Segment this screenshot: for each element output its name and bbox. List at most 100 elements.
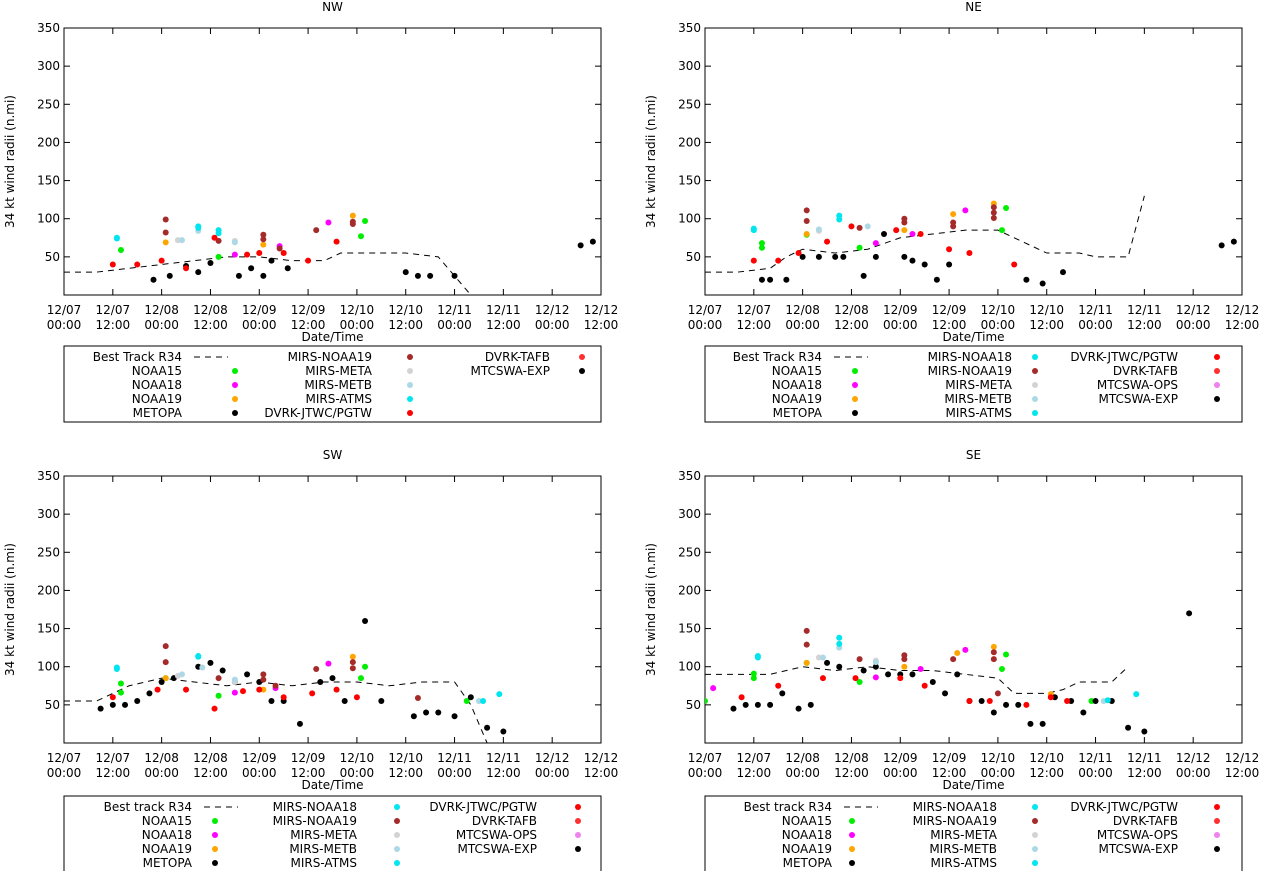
legend-label: MIRS-META — [305, 364, 373, 378]
point-mirs-noaa18 — [496, 691, 503, 698]
legend-sample-mirs-noaa19 — [394, 818, 400, 824]
point-metopa — [467, 694, 474, 701]
x-tick-label: 00:00 — [144, 318, 179, 332]
point-metopa — [901, 253, 908, 260]
y-tick-label: 250 — [37, 545, 60, 559]
legend-label: MIRS-NOAA18 — [913, 800, 997, 814]
x-tick-label: 00:00 — [883, 766, 918, 780]
point-noaa15 — [463, 698, 470, 705]
point-dvrk-jtwc-pgtw — [280, 250, 287, 257]
point-noaa15 — [758, 240, 765, 247]
point-metopa — [195, 269, 202, 276]
point-metopa — [1027, 720, 1034, 727]
legend-label: NOAA18 — [772, 378, 822, 392]
x-tick-label: 12/10 — [981, 303, 1016, 317]
plot-content — [64, 212, 596, 295]
legend-label: NOAA15 — [142, 814, 192, 828]
point-dvrk-jtwc-pgtw — [893, 227, 900, 234]
point-noaa19 — [162, 675, 169, 682]
x-tick-label: 00:00 — [47, 766, 82, 780]
x-tick-label: 12:00 — [193, 766, 228, 780]
point-noaa15 — [215, 253, 222, 260]
x-tick-label: 12/11 — [1127, 751, 1162, 765]
y-tick-label: 350 — [678, 469, 701, 483]
x-tick-label: 12:00 — [193, 318, 228, 332]
point-dvrk-jtwc-pgtw — [353, 694, 360, 701]
legend-sample-dvrk-jtwc-pgtw — [575, 804, 581, 810]
x-tick-label: 12/09 — [291, 751, 326, 765]
point-dvrk-jtwc-pgtw — [183, 265, 190, 272]
legend-label: MIRS-METB — [304, 378, 372, 392]
x-tick-label: 00:00 — [242, 318, 277, 332]
point-dvrk-jtwc-pgtw — [819, 675, 826, 682]
point-noaa15 — [117, 246, 124, 253]
point-noaa15 — [362, 218, 369, 225]
x-tick-label: 00:00 — [535, 766, 570, 780]
point-mirs-noaa19 — [260, 671, 267, 678]
point-noaa15 — [856, 244, 863, 251]
x-tick-label: 00:00 — [688, 766, 723, 780]
legend-box — [704, 345, 1243, 423]
point-metopa — [423, 709, 430, 716]
x-tick-label: 12/10 — [388, 303, 423, 317]
legend-sample-mirs-metb — [407, 382, 413, 388]
x-tick-label: 12:00 — [1029, 766, 1064, 780]
x-tick-label: 12:00 — [584, 318, 619, 332]
y-tick-label: 300 — [37, 507, 60, 521]
legend-sample-mirs-meta — [1032, 382, 1038, 388]
legend-sample-noaa15 — [849, 818, 855, 824]
point-mirs-metb — [178, 671, 185, 678]
point-mirs-atms — [215, 230, 222, 237]
point-dvrk-jtwc-pgtw — [309, 690, 316, 697]
x-tick-label: 00:00 — [1078, 766, 1113, 780]
x-tick-label: 00:00 — [535, 318, 570, 332]
point-mtcswa-exp — [577, 242, 584, 249]
x-tick-label: 12:00 — [584, 766, 619, 780]
legend-label: NOAA18 — [142, 828, 192, 842]
x-tick-label: 12/07 — [47, 751, 82, 765]
point-metopa — [97, 705, 104, 712]
x-tick-label: 12/09 — [242, 751, 277, 765]
point-mirs-noaa19 — [272, 682, 279, 689]
point-mirs-metb — [872, 659, 879, 666]
legend-label: DVRK-TAFB — [1113, 364, 1178, 378]
point-metopa — [1218, 242, 1225, 249]
point-noaa19 — [803, 230, 810, 237]
legend-sample-metopa — [212, 860, 218, 866]
point-metopa — [1230, 238, 1237, 245]
x-tick-label: 12:00 — [486, 766, 521, 780]
point-noaa15 — [758, 244, 765, 251]
point-dvrk-jtwc-pgtw — [109, 261, 116, 268]
legend-sample-mtcswa-ops — [575, 832, 581, 838]
legend-sample-mirs-meta — [394, 832, 400, 838]
point-metopa — [1003, 701, 1010, 708]
point-dvrk-jtwc-pgtw — [154, 686, 161, 693]
legend-sample-mirs-metb — [1032, 846, 1038, 852]
point-metopa — [244, 671, 251, 678]
point-mirs-noaa19 — [990, 214, 997, 221]
x-tick-label: 12/12 — [535, 303, 570, 317]
point-metopa — [783, 276, 790, 283]
point-metopa — [990, 709, 997, 716]
legend-label: MTCSWA-OPS — [1097, 828, 1178, 842]
point-noaa18 — [231, 689, 238, 696]
y-tick-label: 250 — [678, 545, 701, 559]
legend-sample-dvrk-tafb — [1214, 368, 1220, 374]
legend-box — [704, 795, 1243, 871]
legend-sample-mtcswa-exp — [1214, 396, 1220, 402]
point-metopa — [909, 257, 916, 264]
y-tick-label: 300 — [37, 59, 60, 73]
x-tick-label: 12/10 — [340, 751, 375, 765]
x-tick-label: 12/12 — [535, 751, 570, 765]
y-tick-label: 100 — [37, 212, 60, 226]
chart-ne: NE5010015020025030035012/0700:0012/0712:… — [644, 0, 1259, 423]
x-tick-label: 12:00 — [932, 318, 967, 332]
point-mirs-noaa19 — [990, 649, 997, 656]
legend-label: MIRS-ATMS — [291, 856, 358, 870]
legend-label: MTCSWA-OPS — [1097, 378, 1178, 392]
x-tick-label: 00:00 — [785, 766, 820, 780]
point-dvrk-jtwc-pgtw — [333, 686, 340, 693]
x-tick-label: 12/11 — [1078, 751, 1113, 765]
point-noaa18 — [872, 240, 879, 247]
